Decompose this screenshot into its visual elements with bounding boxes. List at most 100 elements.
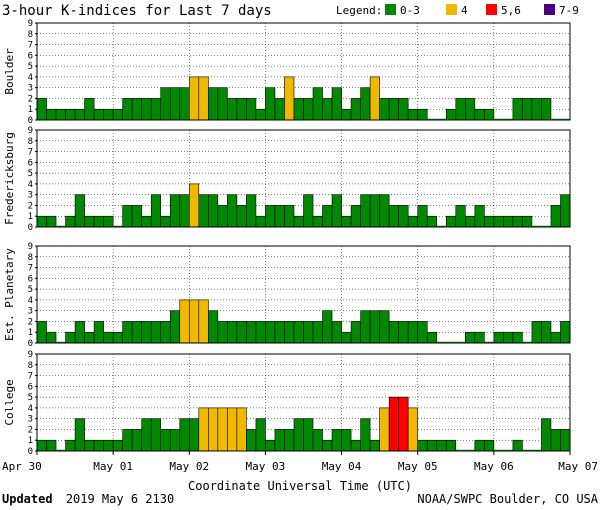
bar bbox=[379, 194, 390, 228]
bar bbox=[84, 331, 95, 344]
footer: Updated 2019 May 6 2130 NOAA/SWPC Boulde… bbox=[2, 492, 599, 506]
bar bbox=[426, 439, 438, 452]
bar bbox=[512, 98, 523, 121]
bar bbox=[484, 108, 495, 121]
station-label: Boulder bbox=[3, 48, 16, 95]
bar bbox=[84, 98, 95, 121]
bar bbox=[169, 429, 181, 452]
bar bbox=[198, 407, 209, 452]
bar bbox=[388, 205, 399, 228]
bar bbox=[369, 194, 380, 228]
bar bbox=[503, 331, 514, 344]
bar bbox=[131, 429, 142, 452]
x-tick-label: Apr 30 bbox=[2, 460, 42, 473]
bar bbox=[341, 108, 352, 121]
bar bbox=[122, 321, 133, 344]
bar bbox=[65, 439, 76, 452]
x-tick-label: May 07 bbox=[558, 460, 598, 473]
bar bbox=[341, 215, 352, 228]
bar bbox=[293, 98, 304, 121]
bar bbox=[407, 215, 419, 228]
bar bbox=[474, 108, 485, 121]
bar bbox=[103, 215, 114, 228]
bar bbox=[426, 215, 438, 228]
y-tick-label: 9 bbox=[28, 350, 33, 360]
bar bbox=[36, 215, 47, 228]
bar bbox=[512, 331, 523, 344]
legend-label-0: 0-3 bbox=[400, 4, 420, 17]
bar bbox=[369, 439, 380, 452]
bar bbox=[417, 108, 428, 121]
bar bbox=[455, 98, 466, 121]
bar bbox=[407, 407, 419, 452]
bar bbox=[112, 331, 123, 344]
bar bbox=[36, 98, 47, 121]
bar bbox=[560, 194, 571, 228]
bar bbox=[131, 98, 142, 121]
panel-frame bbox=[36, 22, 571, 121]
bar bbox=[160, 215, 171, 228]
bar bbox=[360, 418, 371, 452]
bar bbox=[141, 98, 152, 121]
y-tick-label: 7 bbox=[28, 41, 33, 51]
bar bbox=[379, 310, 390, 344]
bar bbox=[103, 108, 114, 121]
bar bbox=[312, 87, 323, 121]
x-axis: Apr 30 May 01 May 02 May 03 May 04 May 05 May … bbox=[2, 451, 598, 473]
bar bbox=[227, 407, 238, 452]
updated-label: Updated bbox=[2, 492, 53, 506]
bar bbox=[217, 321, 228, 344]
legend-swatch-3 bbox=[544, 4, 555, 15]
bar bbox=[445, 108, 457, 121]
bar bbox=[160, 321, 171, 344]
bar bbox=[122, 205, 133, 228]
y-tick-label: 2 bbox=[28, 201, 33, 211]
y-tick-label: 3 bbox=[28, 84, 33, 94]
bar bbox=[331, 194, 342, 228]
bar bbox=[74, 108, 85, 121]
bar bbox=[426, 331, 438, 344]
bar bbox=[274, 321, 285, 344]
y-tick-label: 3 bbox=[28, 307, 33, 317]
bar bbox=[398, 98, 409, 121]
x-tick-label: May 04 bbox=[322, 460, 362, 473]
x-tick-label: May 06 bbox=[474, 460, 514, 473]
bar bbox=[493, 331, 504, 344]
bar bbox=[169, 194, 181, 228]
bar bbox=[293, 418, 304, 452]
bar bbox=[531, 321, 542, 344]
bar bbox=[150, 321, 162, 344]
bar bbox=[322, 98, 333, 121]
bar bbox=[84, 215, 95, 228]
bar bbox=[398, 396, 409, 452]
bar bbox=[350, 321, 361, 344]
bar bbox=[217, 205, 228, 228]
bar bbox=[246, 98, 257, 121]
bar bbox=[274, 205, 285, 228]
panel-frame bbox=[36, 245, 571, 344]
y-tick-label: 8 bbox=[28, 253, 33, 263]
bar bbox=[227, 194, 238, 228]
bar bbox=[46, 108, 57, 121]
bar bbox=[103, 439, 114, 452]
y-tick-label: 3 bbox=[28, 191, 33, 201]
legend-swatch-0 bbox=[385, 4, 396, 15]
bar bbox=[112, 108, 123, 121]
bar bbox=[169, 87, 181, 121]
y-tick-label: 3 bbox=[28, 415, 33, 425]
bar bbox=[160, 429, 171, 452]
bar bbox=[284, 429, 295, 452]
bar bbox=[46, 331, 57, 344]
x-tick-label: May 02 bbox=[169, 460, 209, 473]
bar bbox=[255, 418, 266, 452]
bar bbox=[388, 98, 399, 121]
y-tick-label: 1 bbox=[28, 436, 33, 446]
bar bbox=[293, 321, 304, 344]
y-tick-label: 7 bbox=[28, 372, 33, 382]
legend: 0-3 4 5,6 7-9 bbox=[385, 4, 579, 17]
bar bbox=[474, 439, 485, 452]
y-tick-label: 1 bbox=[28, 212, 33, 222]
bar bbox=[303, 194, 314, 228]
